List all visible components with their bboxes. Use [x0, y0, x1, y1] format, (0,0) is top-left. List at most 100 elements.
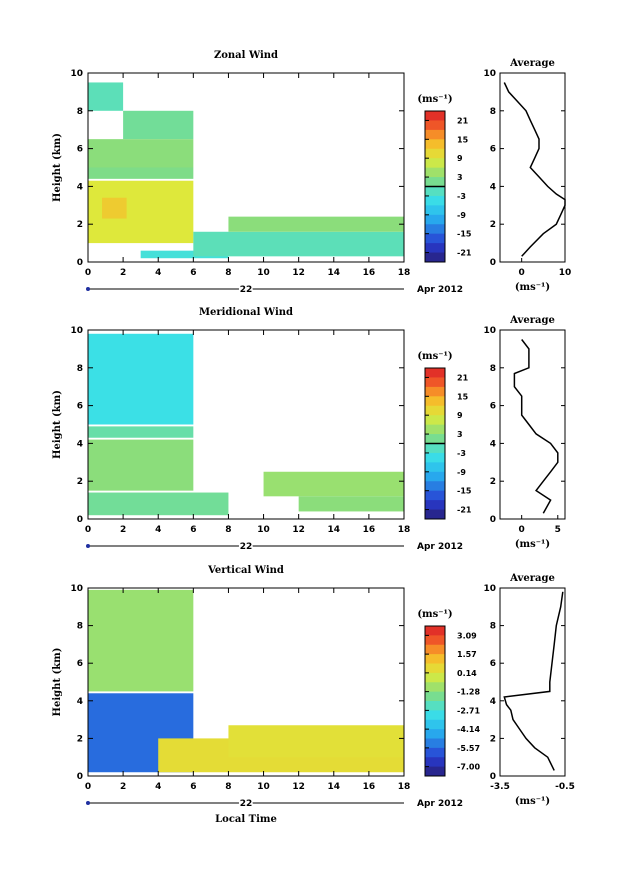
- average-y-tick-label: 10: [483, 584, 496, 594]
- average-y-tick-label: 0: [490, 772, 496, 782]
- colorbar-segment: [425, 490, 445, 501]
- x-tick-label: 0: [85, 782, 91, 792]
- colorbar-unit: (ms⁻¹): [417, 609, 452, 620]
- y-tick-label: 6: [77, 659, 83, 669]
- average-x-tick-label: 0: [519, 525, 525, 535]
- colorbar-segment: [425, 682, 445, 693]
- x-tick-label: 14: [328, 782, 341, 792]
- average-title: Average: [509, 58, 555, 69]
- colorbar-segment: [425, 405, 445, 416]
- plot-frame: [87, 587, 405, 777]
- colorbar-tick-label: -9: [457, 211, 466, 220]
- panel-title: Vertical Wind: [207, 565, 284, 576]
- y-tick-label: 10: [70, 69, 83, 79]
- x-tick-label: 4: [155, 782, 161, 792]
- colorbar-segment: [425, 663, 445, 674]
- colorbar-tick-label: -4.14: [457, 725, 480, 734]
- colorbar-segment: [425, 672, 445, 683]
- colorbar-tick-label: 3: [457, 430, 463, 439]
- colorbar-segment: [425, 368, 445, 378]
- average-profile-line: [503, 82, 566, 257]
- heatmap-cell: [88, 492, 229, 516]
- heatmap-cell: [140, 250, 229, 259]
- colorbar-unit: (ms⁻¹): [417, 94, 452, 105]
- colorbar-tick-label: 21: [457, 116, 469, 125]
- colorbar-tick-label: 0.14: [457, 669, 477, 678]
- average-y-tick-label: 2: [490, 220, 496, 230]
- x-tick-label: 4: [155, 268, 161, 278]
- colorbar-segment: [425, 158, 445, 169]
- colorbar-segment: [425, 111, 445, 121]
- colorbar-segment: [425, 424, 445, 435]
- colorbar-segment: [425, 462, 445, 473]
- colorbar-tick-label: -7.00: [457, 763, 480, 772]
- x-tick-label: 6: [190, 525, 196, 535]
- date-label: 22: [240, 285, 253, 295]
- average-y-tick-label: 6: [490, 402, 496, 412]
- y-tick-label: 0: [77, 258, 83, 268]
- average-title: Average: [509, 573, 555, 584]
- colorbar-segment: [425, 654, 445, 664]
- heatmap-cell: [102, 197, 127, 219]
- average-frame: [499, 587, 566, 777]
- average-x-tick-label: -3.5: [490, 782, 510, 792]
- heatmap-cell: [298, 496, 404, 512]
- y-tick-label: 2: [77, 220, 83, 230]
- y-axis-label: Height (km): [52, 390, 63, 459]
- y-tick-label: 4: [77, 439, 83, 449]
- colorbar-segment: [425, 471, 445, 482]
- average-frame: [499, 72, 566, 263]
- date-axis-marker: [86, 287, 90, 291]
- y-tick-label: 4: [77, 182, 83, 192]
- colorbar-segment: [425, 729, 445, 739]
- colorbar-segment: [425, 129, 445, 140]
- colorbar-segment: [425, 214, 445, 225]
- x-tick-label: 18: [398, 782, 411, 792]
- x-tick-label: 10: [257, 268, 270, 278]
- colorbar-segment: [425, 434, 445, 444]
- x-tick-label: 6: [190, 782, 196, 792]
- average-y-tick-label: 0: [490, 515, 496, 525]
- average-y-tick-label: 6: [490, 145, 496, 155]
- colorbar-segment: [425, 252, 445, 263]
- colorbar-segment: [425, 415, 445, 426]
- heatmap-cell: [228, 216, 404, 232]
- x-tick-label: 16: [363, 525, 376, 535]
- average-unit: (ms⁻¹): [515, 282, 550, 293]
- heatmap-cell: [88, 589, 194, 692]
- heatmap-cell: [123, 110, 194, 140]
- colorbar-segment: [425, 481, 445, 492]
- y-axis-label: Height (km): [52, 648, 63, 717]
- average-x-tick-label: 0: [519, 268, 525, 278]
- colorbar-segment: [425, 396, 445, 407]
- colorbar-tick-label: 9: [457, 154, 463, 163]
- colorbar-segment: [425, 710, 445, 721]
- y-tick-label: 0: [77, 515, 83, 525]
- colorbar-segment: [425, 377, 445, 388]
- x-tick-label: 18: [398, 525, 411, 535]
- average-profile-line: [513, 339, 559, 514]
- colorbar-segment: [425, 233, 445, 244]
- plot-frame: [87, 72, 405, 263]
- colorbar-tick-label: 15: [457, 135, 469, 144]
- heatmap-cell: [193, 231, 404, 257]
- colorbar-tick-label: 3: [457, 173, 463, 182]
- y-tick-label: 4: [77, 697, 83, 707]
- y-tick-label: 10: [70, 584, 83, 594]
- heatmap-cell: [88, 426, 194, 438]
- colorbar-segment: [425, 443, 445, 454]
- colorbar-tick-label: -21: [457, 249, 472, 258]
- month-label: Apr 2012: [417, 542, 463, 552]
- colorbar-tick-label: -9: [457, 468, 466, 477]
- x-tick-label: 2: [120, 268, 126, 278]
- colorbar-segment: [425, 205, 445, 216]
- colorbar-segment: [425, 747, 445, 758]
- average-unit: (ms⁻¹): [515, 539, 550, 550]
- colorbar-segment: [425, 500, 445, 511]
- colorbar-segment: [425, 691, 445, 702]
- panel-title: Meridional Wind: [199, 307, 293, 318]
- date-axis-marker: [86, 544, 90, 548]
- x-tick-label: 8: [225, 525, 231, 535]
- colorbar-tick-label: -1.28: [457, 688, 480, 697]
